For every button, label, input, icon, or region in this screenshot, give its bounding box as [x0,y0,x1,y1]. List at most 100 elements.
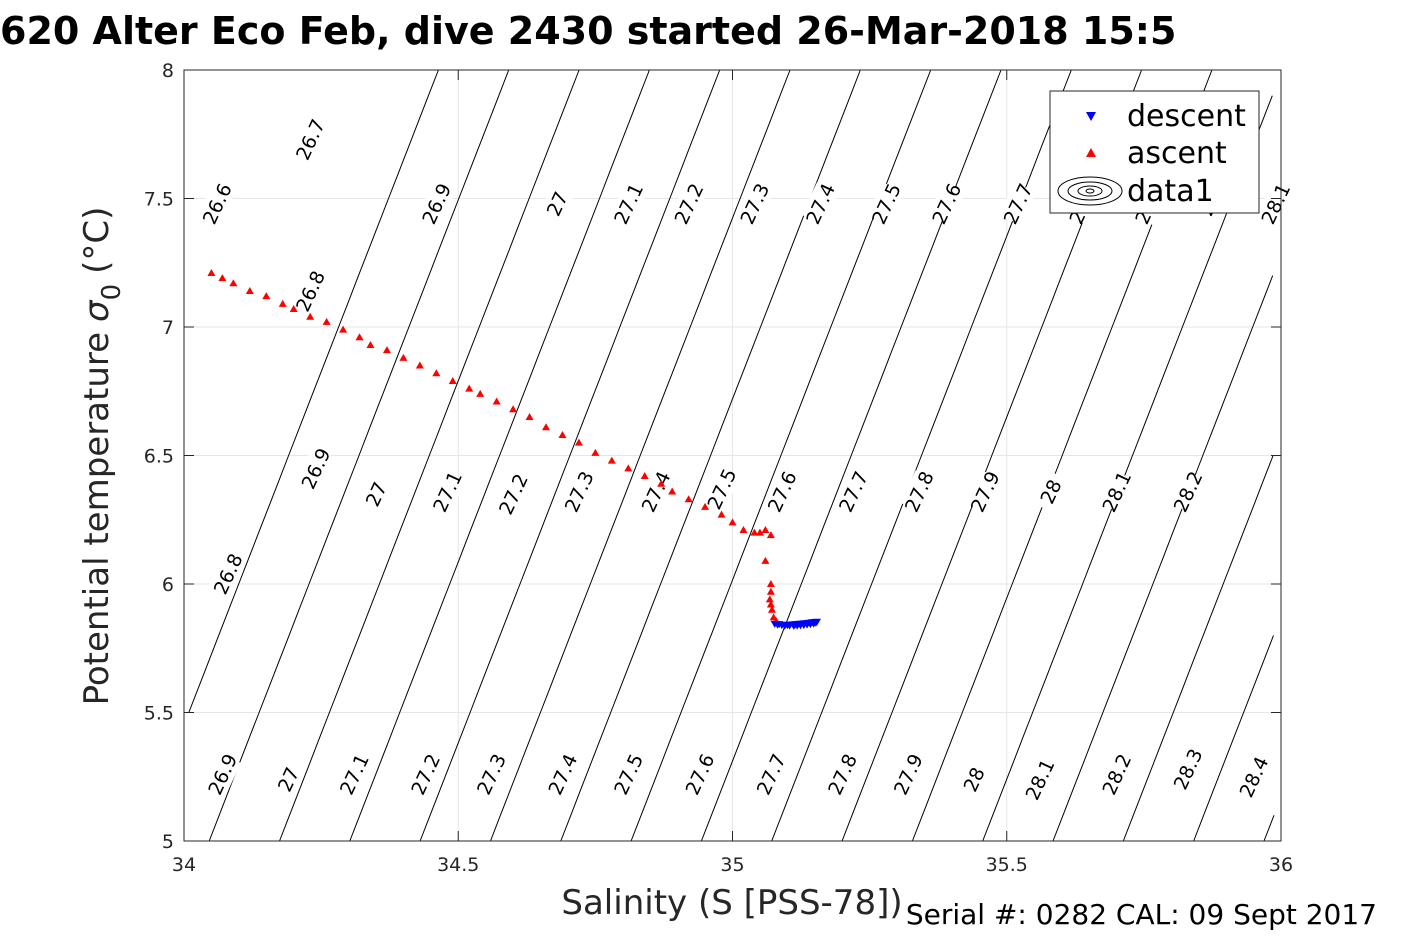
ascent-point [766,587,775,595]
ascent-point [766,600,775,608]
y-axis-label-sub: 0 [97,284,127,301]
ascent-point [766,531,775,539]
ascent-point [684,495,693,503]
legend-box [1049,90,1260,214]
ascent-point [355,333,364,341]
x-tick-label: 34 [172,854,196,876]
contour-label-bg [1021,757,1059,801]
ascent-point [728,518,737,526]
ascent-point [640,472,649,480]
ascent-point [765,595,774,603]
isopycnal-line [419,69,721,842]
contour-label-bg [538,182,576,226]
ascent-series [207,269,781,625]
contour-label-bg [823,752,861,796]
contour-label-bg [1169,747,1207,791]
legend-ascent-marker [1086,148,1096,157]
y-axis-label-main: Potential temperature [77,332,117,705]
contour-label-bg [752,752,790,796]
ascent-point [668,487,677,495]
contour-label-bg [297,446,335,490]
x-axis-ticks: 34 34.5 35 35.5 36 [172,70,1293,876]
x-tick-label: 36 [1269,854,1293,876]
x-tick-label: 35 [720,854,744,876]
contour-label-bg [735,182,773,226]
contour-label-bg [609,182,647,226]
contour-label-bg [203,752,241,796]
x-axis-label: Salinity (S [PSS-78]) [561,883,902,923]
ascent-point [739,526,748,534]
contour-label-bg [560,470,598,513]
contour-label-bg [801,182,839,226]
contour-label-bg [889,752,927,796]
ascent-point [382,346,391,354]
ascent-point [761,556,770,564]
ascent-point [761,526,770,534]
contour-label-bg [927,182,965,226]
y-tick-label: 5.5 [144,703,174,725]
ascent-point [766,580,775,587]
ascent-point [476,389,485,397]
isopycnal-line [188,69,439,713]
contour-label-bg [999,182,1037,226]
isopycnal-line [982,95,1273,842]
chart-title: 620 Alter Eco Feb, dive 2430 started 26-… [0,9,1177,53]
ascent-point [465,384,474,392]
contour-label-bg [867,182,905,226]
ascent-point [262,292,271,300]
y-axis-label-unit: (°C) [77,207,117,274]
isopycnal-line [1122,455,1274,842]
descent-point [775,621,784,629]
y-tick-label: 7 [162,317,174,339]
contour-label-bg [209,552,247,596]
ascent-point [339,325,348,333]
contour-label-bg [357,472,395,516]
y-tick-label: 8 [162,60,174,82]
ascent-point [701,502,710,510]
isopycnal-line [208,69,510,842]
isopycnal-line [349,69,650,842]
ascent-point [767,605,776,613]
contour-label-bg [494,472,532,516]
legend-data1-label: data1 [1127,174,1214,209]
contour-label-bg [900,470,938,513]
contour-label-bg [955,757,993,801]
contour-label-bg [1097,470,1135,513]
ascent-point [448,376,457,384]
contour-label-bg [291,118,329,161]
contour-label-bg [1257,182,1294,226]
ascent-point [755,528,764,536]
contour-label-bg [834,470,872,513]
ascent-point [607,456,616,464]
y-axis-label: Potential temperature σ0 (°C) [77,207,127,706]
legend-descent-marker [1086,112,1096,121]
x-tick-label: 35.5 [986,854,1028,876]
ascent-point [591,448,600,456]
ascent-point [245,287,254,295]
isopycnal-line [279,69,580,842]
contour-label-bg [966,470,1004,513]
ascent-point [432,369,441,377]
y-axis-label-sigma: σ [77,299,117,322]
contour-label-bg [637,470,675,513]
isopycnal-line [1052,275,1274,842]
contour-label-bg [406,752,444,796]
x-tick-label: 34.5 [437,854,479,876]
ascent-point [525,412,534,420]
ascent-point [542,423,551,431]
contour-label-bg [670,182,708,226]
contour-label-bg [1235,755,1273,799]
ascent-point [218,274,227,282]
ascent-point [322,317,331,325]
ascent-point [492,397,501,405]
ascent-point [415,361,424,369]
contour-label-bg [291,269,329,313]
contour-label-bg [543,752,581,796]
ascent-point [306,312,315,320]
y-tick-label: 6.5 [144,446,174,468]
ascent-point [574,438,583,446]
ascent-point [289,305,298,313]
svg-text:Potential temperatureσ0(°C): Potential temperature σ0 (°C) [77,207,127,706]
ascent-point [509,405,518,413]
